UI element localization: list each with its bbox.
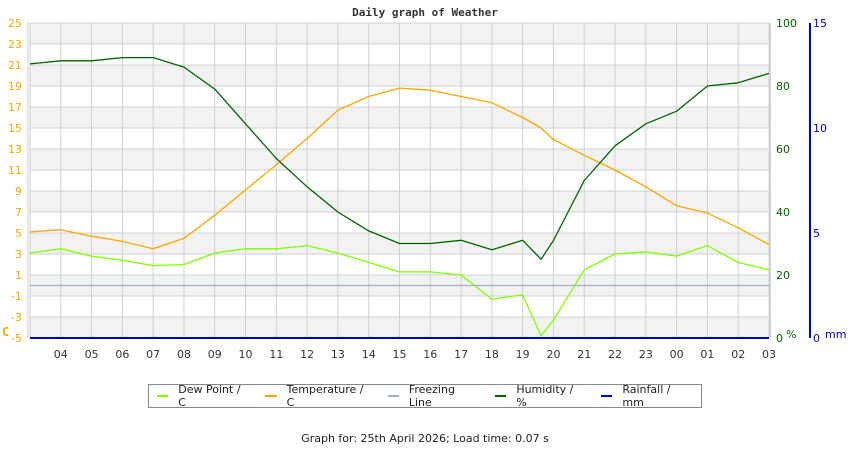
svg-text:100: 100	[776, 17, 797, 30]
svg-text:%: %	[786, 328, 796, 341]
svg-text:17: 17	[454, 348, 468, 361]
chart-legend: Dew Point / C Temperature / C Freezing Lin…	[148, 383, 702, 409]
svg-text:13: 13	[331, 348, 345, 361]
legend-swatch-icon	[387, 395, 399, 397]
svg-text:00: 00	[670, 348, 684, 361]
legend-swatch-icon	[495, 395, 507, 397]
svg-text:23: 23	[8, 38, 22, 51]
svg-text:80: 80	[776, 80, 790, 93]
svg-text:7: 7	[15, 206, 22, 219]
svg-text:12: 12	[300, 348, 314, 361]
legend-item: Dew Point / C	[153, 383, 247, 409]
svg-text:01: 01	[700, 348, 714, 361]
svg-text:mm: mm	[825, 328, 846, 341]
svg-text:10: 10	[239, 348, 253, 361]
footer-status: Graph for: 25th April 2026; Load time: 0…	[301, 432, 549, 445]
svg-text:14: 14	[362, 348, 376, 361]
svg-text:15: 15	[393, 348, 407, 361]
svg-text:04: 04	[54, 348, 68, 361]
chart-title: Daily graph of Weather	[352, 6, 498, 19]
svg-text:25: 25	[8, 17, 22, 30]
legend-swatch-icon	[157, 395, 169, 397]
legend-swatch-icon	[601, 395, 613, 397]
svg-text:11: 11	[269, 348, 283, 361]
svg-text:08: 08	[177, 348, 191, 361]
legend-label: Dew Point / C	[178, 383, 241, 409]
svg-text:-3: -3	[11, 311, 22, 324]
svg-text:18: 18	[485, 348, 499, 361]
svg-text:19: 19	[8, 80, 22, 93]
svg-text:03: 03	[762, 348, 776, 361]
legend-item: Temperature / C	[261, 383, 369, 409]
legend-item: Humidity / %	[491, 383, 583, 409]
legend-item: Freezing Line	[384, 383, 478, 409]
svg-text:1: 1	[15, 269, 22, 282]
svg-text:20: 20	[546, 348, 560, 361]
svg-text:19: 19	[516, 348, 530, 361]
legend-swatch-icon	[265, 395, 277, 397]
svg-text:10: 10	[813, 122, 827, 135]
svg-text:3: 3	[15, 248, 22, 261]
legend-label: Rainfall / mm	[622, 383, 671, 409]
svg-text:9: 9	[15, 185, 22, 198]
legend-item: Rainfall / mm	[597, 383, 691, 409]
svg-text:16: 16	[423, 348, 437, 361]
legend-label: Humidity / %	[516, 383, 574, 409]
svg-text:0: 0	[776, 332, 783, 345]
svg-text:15: 15	[813, 17, 827, 30]
svg-text:07: 07	[146, 348, 160, 361]
svg-text:17: 17	[8, 101, 22, 114]
svg-text:15: 15	[8, 122, 22, 135]
svg-text:11: 11	[8, 164, 22, 177]
svg-text:-5: -5	[11, 332, 22, 345]
svg-text:40: 40	[776, 206, 790, 219]
svg-text:05: 05	[85, 348, 99, 361]
svg-text:23: 23	[639, 348, 653, 361]
weather-chart: 252321191715131197531-1-3-5C100806040200…	[2, 17, 846, 361]
svg-text:C: C	[2, 325, 9, 339]
legend-label: Temperature / C	[286, 383, 364, 409]
svg-text:-1: -1	[11, 290, 22, 303]
legend-label: Freezing Line	[408, 383, 455, 409]
svg-text:20: 20	[776, 269, 790, 282]
svg-text:02: 02	[731, 348, 745, 361]
svg-text:5: 5	[15, 227, 22, 240]
svg-text:5: 5	[813, 227, 820, 240]
svg-text:22: 22	[608, 348, 622, 361]
svg-text:21: 21	[8, 59, 22, 72]
svg-text:09: 09	[208, 348, 222, 361]
svg-text:06: 06	[115, 348, 129, 361]
svg-text:13: 13	[8, 143, 22, 156]
svg-text:0: 0	[813, 332, 820, 345]
svg-text:60: 60	[776, 143, 790, 156]
svg-text:21: 21	[577, 348, 591, 361]
